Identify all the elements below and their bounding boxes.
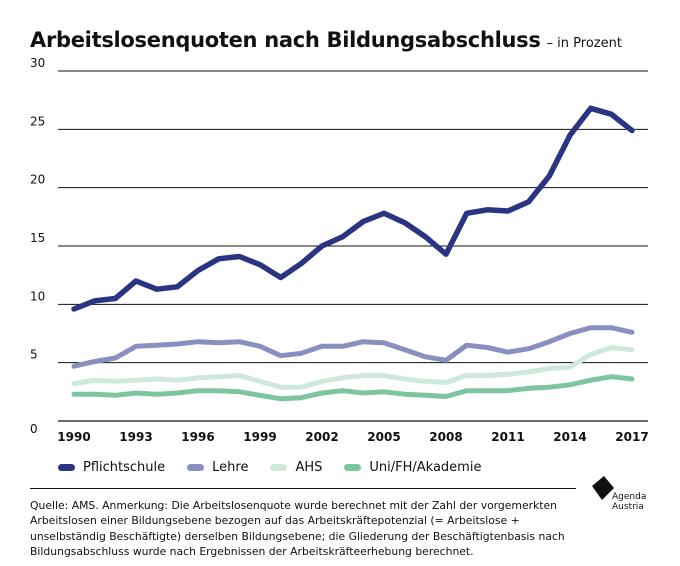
x-tick-label: 2014 [553, 430, 586, 444]
chart-subtitle: – in Prozent [546, 36, 622, 51]
legend-item-uni: Uni/FH/Akademie [344, 460, 481, 475]
series-line-lehre [71, 325, 635, 369]
chart-title-row: Arbeitslosenquoten nach Bildungsabschlus… [30, 28, 622, 52]
source-note: Quelle: AMS. Anmerkung: Die Arbeitslosen… [30, 499, 565, 559]
x-tick-label: 1999 [243, 430, 276, 444]
y-tick-label: 20 [30, 173, 45, 187]
x-tick-label: 2005 [367, 430, 400, 444]
x-tick-label: 1996 [181, 430, 214, 444]
x-tick-label: 2011 [491, 430, 524, 444]
y-tick-label: 10 [30, 289, 45, 303]
x-tick-label: 2008 [429, 430, 462, 444]
x-tick-label: 1993 [119, 430, 152, 444]
logo-text-line2: Austria [612, 502, 644, 512]
series-lines [71, 105, 635, 402]
legend-item-lehre: Lehre [187, 460, 248, 475]
chart-title: Arbeitslosenquoten nach Bildungsabschlus… [30, 28, 541, 52]
legend-swatch-pflichtschule [58, 464, 75, 471]
gridlines [58, 70, 648, 422]
y-tick-label: 25 [30, 114, 45, 128]
legend-swatch-uni [344, 464, 362, 471]
legend-label-uni: Uni/FH/Akademie [369, 460, 482, 475]
footer-divider [30, 488, 576, 489]
legend-item-pflichtschule: Pflichtschule [58, 460, 165, 475]
legend: Pflichtschule Lehre AHS Uni/FH/Akademie [58, 460, 503, 475]
legend-swatch-lehre [187, 464, 205, 471]
y-tick-label: 0 [30, 422, 38, 436]
series-line-pflichtschule [71, 105, 635, 312]
agenda-austria-logo-icon [592, 476, 614, 500]
legend-swatch-ahs [270, 464, 288, 471]
x-tick-label: 2002 [305, 430, 338, 444]
series-line-ahs [71, 345, 635, 390]
legend-label-ahs: AHS [295, 460, 323, 475]
y-axis-ticks: 0 5 10 15 20 25 30 [30, 56, 45, 436]
y-tick-label: 5 [30, 348, 38, 362]
line-chart: 0 5 10 15 20 25 30 1990 1993 1996 1999 2002 2005 200… [30, 56, 649, 444]
logo-text: Agenda Austria [612, 492, 646, 512]
logo-text-line1: Agenda [612, 492, 647, 502]
x-tick-label: 1990 [57, 430, 90, 444]
legend-item-ahs: AHS [270, 460, 322, 475]
legend-label-lehre: Lehre [212, 460, 249, 475]
series-line-uni-fh-akademie [71, 374, 635, 402]
legend-label-pflichtschule: Pflichtschule [83, 460, 166, 475]
x-axis-ticks: 1990 1993 1996 1999 2002 2005 2008 2011 2014 2017 [57, 430, 648, 444]
y-tick-label: 15 [30, 231, 45, 245]
x-tick-label: 2017 [615, 430, 648, 444]
y-tick-label: 30 [30, 56, 45, 70]
